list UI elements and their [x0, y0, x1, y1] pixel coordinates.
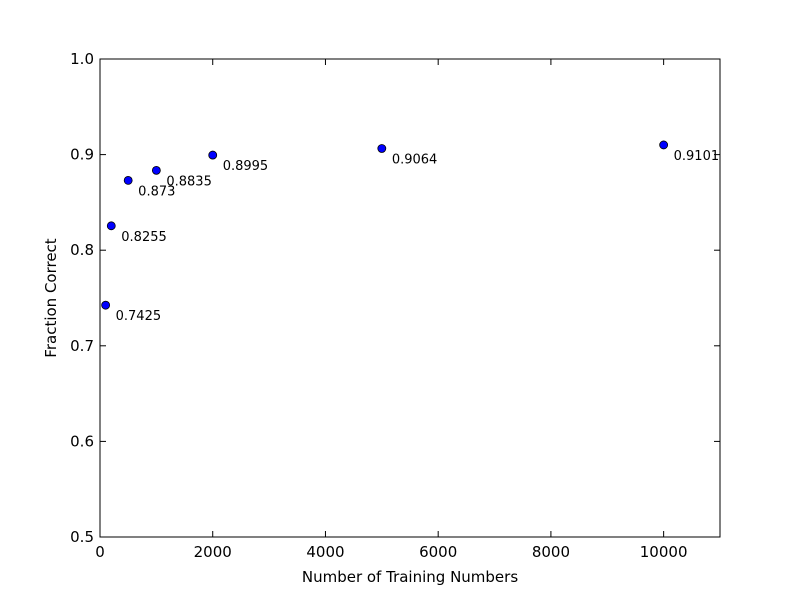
data-label: 0.8995 — [223, 159, 269, 174]
data-label: 0.873 — [138, 184, 175, 199]
data-point — [377, 144, 387, 153]
plot-frame — [99, 58, 721, 538]
x-axis-label: Number of Training Numbers — [302, 568, 518, 586]
y-tick-label: 0.6 — [70, 432, 94, 450]
data-label: 0.8255 — [121, 230, 167, 245]
x-tick-label: 6000 — [419, 543, 457, 561]
y-tick-label: 0.8 — [70, 241, 94, 259]
plot-area — [100, 59, 720, 537]
x-tick-label: 4000 — [306, 543, 344, 561]
data-label: 0.9064 — [392, 152, 438, 167]
y-tick-label: 1.0 — [70, 50, 94, 68]
data-point — [208, 150, 218, 160]
x-tick-label: 10000 — [640, 543, 688, 561]
x-tick-label: 2000 — [194, 543, 232, 561]
data-point — [123, 176, 133, 185]
data-points — [101, 140, 669, 310]
x-tick-label: 0 — [95, 543, 105, 561]
data-point — [106, 221, 116, 231]
tick-labels: 0 2000 4000 6000 8000 10000 0.5 0.6 0.7 0.8 0.9 1.0 — [70, 50, 687, 561]
y-axis-label: Fraction Correct — [42, 238, 60, 358]
data-label: 0.7425 — [116, 309, 161, 324]
y-tick-label: 0.7 — [70, 337, 94, 355]
y-tick-label: 0.5 — [70, 528, 94, 546]
data-point — [151, 165, 161, 175]
data-point — [101, 300, 111, 310]
data-point — [659, 140, 669, 150]
data-label: 0.9101 — [674, 149, 720, 164]
x-tick-label: 8000 — [532, 543, 570, 561]
y-tick-label: 0.9 — [70, 146, 94, 164]
data-label: 0.8835 — [166, 174, 212, 189]
